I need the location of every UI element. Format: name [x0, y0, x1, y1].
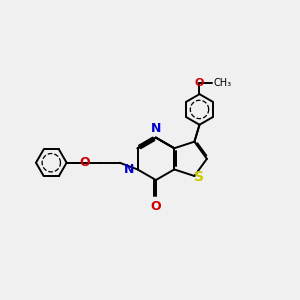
Text: S: S — [194, 170, 204, 184]
Text: N: N — [124, 163, 134, 176]
Text: CH₃: CH₃ — [213, 78, 231, 88]
Text: O: O — [195, 78, 204, 88]
Text: O: O — [151, 200, 161, 213]
Text: O: O — [79, 156, 90, 169]
Text: N: N — [151, 122, 161, 135]
